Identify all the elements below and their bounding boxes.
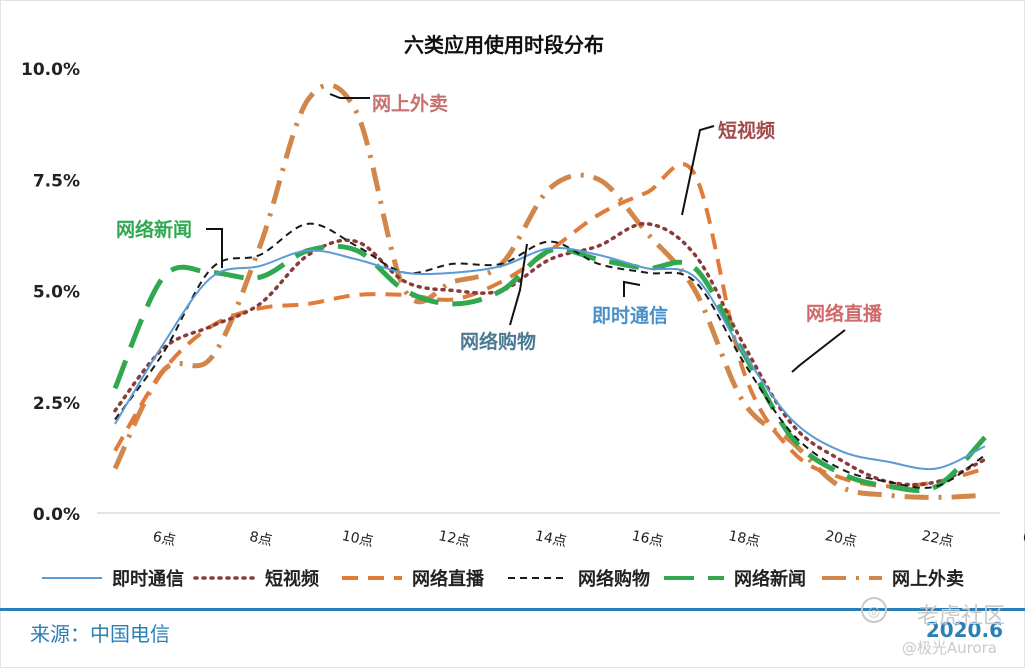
x-tick-label: 8点 [248, 529, 274, 549]
date-text: 2020.6 [925, 618, 1003, 642]
watermark-text: 老虎社区 [916, 604, 1005, 629]
legend-label: 即时通信 [112, 568, 184, 590]
y-tick-label: 10.0% [21, 60, 80, 80]
x-tick-label: 18点 [727, 528, 761, 550]
annotation-leader [623, 280, 641, 297]
axes: 0.0% 2.5% 5.0% 7.5% 10.0% 6点 8点 10点 12点 14点 16点 18点… [21, 60, 1025, 550]
annotation-label: 网络新闻 [116, 218, 192, 241]
x-tick-label: 14点 [534, 528, 568, 550]
source-text: 来源：中国电信 [30, 622, 170, 646]
y-tick-label: 5.0% [33, 283, 80, 303]
annotation-leader [329, 93, 370, 99]
legend-label: 网络新闻 [734, 568, 806, 590]
x-tick-label: 22点 [920, 528, 954, 550]
legend-label: 网络购物 [578, 568, 650, 590]
source-divider [0, 608, 1025, 611]
y-tick-label: 0.0% [33, 505, 80, 525]
annotation-leader [791, 329, 846, 373]
y-tick-label: 7.5% [33, 171, 80, 191]
annotation-label: 网络购物 [460, 330, 536, 353]
annotation-leader [681, 125, 715, 216]
watermark-subtext: @极光Aurora [901, 639, 997, 657]
series-line-2 [113, 162, 986, 489]
series-lines [112, 82, 987, 500]
x-tick-label: 20点 [824, 528, 858, 550]
annotation-leader [206, 228, 223, 268]
x-tick-label: 0点 [1021, 529, 1025, 549]
annotation-leader [509, 243, 528, 326]
annotation-label: 短视频 [718, 119, 775, 142]
legend-label: 网络直播 [412, 568, 485, 590]
series-line-4 [112, 243, 987, 493]
annotation-label: 网上外卖 [372, 92, 448, 115]
annotation-label: 即时通信 [592, 304, 668, 327]
series-line-5 [112, 82, 986, 500]
legend-label: 网上外卖 [892, 568, 964, 590]
x-tick-label: 16点 [630, 528, 664, 550]
x-tick-label: 6点 [151, 529, 177, 549]
series-line-3 [114, 222, 986, 489]
x-tick-label: 12点 [437, 528, 471, 550]
series-line-1 [113, 221, 987, 487]
legend: 即时通信 短视频 网络直播 网络购物 网络新闻 网上外卖 [42, 568, 964, 590]
chart-title: 六类应用使用时段分布 [404, 33, 604, 57]
y-tick-label: 2.5% [33, 394, 80, 414]
x-tick-label: 10点 [340, 528, 374, 550]
annotation-label: 网络直播 [806, 302, 883, 325]
watermark-logo-icon: ◎ [861, 597, 887, 623]
legend-label: 短视频 [265, 568, 319, 590]
series-line-0 [114, 246, 986, 471]
